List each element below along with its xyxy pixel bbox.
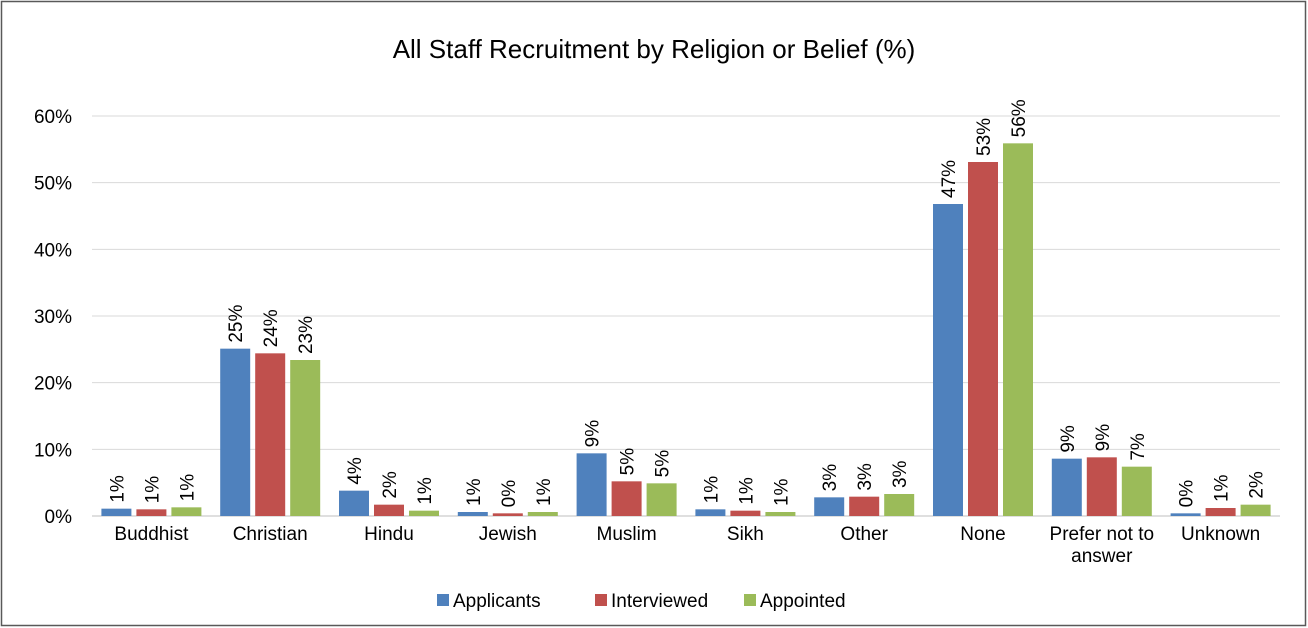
bar [849,496,880,516]
bar [1121,466,1152,516]
bar [290,360,321,516]
bar [884,494,915,516]
data-label: 7% [1128,433,1149,461]
bar [409,510,439,516]
x-tick-label: None [960,524,1006,545]
data-label: 1% [736,477,757,505]
data-label: 1% [177,474,198,502]
data-label: 23% [296,316,317,354]
x-tick-label: Prefer not to answer [1049,524,1155,567]
bar [814,497,845,516]
bar [611,481,642,516]
data-label: 24% [261,309,282,347]
bar [1240,504,1271,516]
y-tick-label: 20% [34,374,72,395]
bar [136,509,167,516]
data-label: 9% [1058,425,1079,453]
bar [968,162,998,516]
bar [1003,143,1033,517]
bar [695,509,726,516]
data-label: 53% [974,118,995,156]
y-tick-label: 40% [34,240,72,261]
bar [1205,508,1236,516]
bar [171,507,202,516]
data-label: 25% [226,305,247,343]
bar [492,513,523,516]
data-label: 0% [1177,480,1198,508]
y-tick-label: 60% [34,107,72,128]
bar [765,512,796,516]
legend-label: Applicants [453,591,541,612]
x-tick-label: Hindu [364,524,414,545]
x-tick-label: Jewish [478,524,537,545]
legend-label: Appointed [760,591,846,612]
data-label: 4% [345,457,366,485]
legend-swatch [744,594,756,606]
bar [339,490,369,516]
y-tick-label: 50% [34,174,72,195]
data-label: 1% [142,476,163,504]
legend-swatch [437,594,449,606]
bar [1051,458,1082,516]
bar [101,508,132,516]
y-tick-label: 30% [34,307,72,328]
data-label: 3% [890,460,911,488]
x-tick-label: Sikh [726,524,764,545]
x-tick-label: Muslim [596,524,657,545]
bar [255,353,286,516]
data-label: 1% [534,478,555,506]
y-tick-label: 10% [34,440,72,461]
data-label: 3% [820,464,841,492]
bar [730,510,761,516]
legend-label: Interviewed [611,591,708,612]
bar [220,348,251,516]
data-label: 1% [107,475,128,503]
data-label: 56% [1009,99,1030,137]
data-label: 9% [583,420,604,448]
x-tick-label: Christian [232,524,308,545]
data-label: 1% [415,477,436,505]
bar [527,512,558,516]
data-label: 0% [499,480,520,508]
x-tick-label: Buddhist [114,524,189,545]
data-label: 1% [1212,474,1233,502]
x-tick-label: Unknown [1180,524,1261,545]
bar [646,483,677,516]
chart-title: All Staff Recruitment by Religion or Bel… [393,34,916,64]
bar [1086,457,1117,516]
data-label: 1% [464,478,485,506]
data-label: 2% [1247,471,1268,499]
data-label: 47% [939,160,960,198]
data-label: 1% [771,478,792,506]
data-label: 5% [618,448,639,476]
bar [1170,513,1201,516]
x-tick-label: Other [840,524,888,545]
data-label: 1% [701,476,722,504]
data-label: 9% [1093,424,1114,452]
y-tick-label: 0% [45,507,73,528]
data-label: 2% [380,471,401,499]
data-label: 5% [653,450,674,478]
data-label: 3% [855,463,876,491]
bar [457,512,488,516]
bar [576,453,607,516]
legend-swatch [595,594,607,606]
bar [933,204,963,516]
bar [374,504,404,516]
